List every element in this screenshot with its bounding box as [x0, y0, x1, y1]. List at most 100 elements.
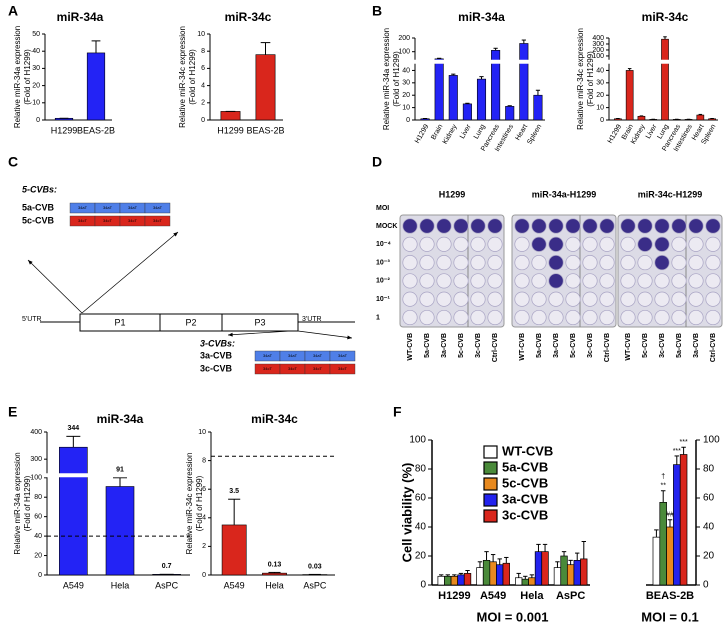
well: [620, 309, 636, 326]
construct-group-title: 5-CVBs:: [22, 184, 57, 194]
panel-label: E: [8, 404, 17, 420]
target-label: 34cT: [153, 218, 162, 223]
chart-title: miR-34c: [225, 10, 272, 24]
bar: [696, 114, 705, 121]
y-tick-label: 40: [415, 522, 427, 533]
y-tick-label: 6: [202, 486, 206, 493]
y-tick-label: 8: [202, 457, 206, 464]
x-tick-label: BEAS-2B: [646, 590, 694, 602]
well: [419, 218, 435, 234]
well: [565, 218, 581, 234]
well: [453, 255, 469, 271]
row-label: 10⁻³: [376, 259, 390, 266]
well: [654, 291, 670, 307]
x-tick-label: Hela: [265, 580, 284, 590]
y-axis-label: Relative miR-34a expression: [13, 26, 22, 128]
y-tick-label: 10: [198, 429, 206, 436]
x-tick-label: AsPC: [303, 580, 327, 590]
x-tick-label: H1299: [438, 590, 470, 602]
y-tick-label: 60: [415, 493, 427, 504]
well: [548, 291, 564, 307]
y-tick-label: 0: [600, 117, 604, 124]
genome-label: P2: [185, 317, 196, 327]
well: [620, 218, 636, 234]
y-tick-label: 0: [406, 117, 410, 124]
x-tick-label: Hela: [520, 590, 544, 602]
y-tick-label: 40: [32, 48, 40, 55]
bar: [505, 106, 515, 121]
well: [565, 236, 581, 252]
well: [688, 273, 704, 289]
column-label: WT-CVB: [407, 333, 414, 361]
y-tick-label: 100: [30, 475, 42, 482]
legend-swatch: [483, 461, 498, 475]
bar: [434, 58, 444, 121]
well: [487, 218, 503, 234]
y-axis-label: Cell viability (%): [399, 463, 414, 563]
target-box: [329, 363, 356, 375]
well: [402, 255, 418, 271]
data-label: 0.13: [268, 561, 282, 568]
well: [705, 273, 721, 289]
y-axis-label: (Fold of H1299): [23, 49, 32, 105]
well: [470, 309, 486, 326]
construct-label: 5a-CVB: [22, 202, 55, 212]
well: [514, 273, 530, 289]
target-label: 34aT: [128, 205, 138, 210]
bar: [489, 561, 497, 586]
y-tick-label: 100: [409, 435, 426, 446]
x-tick-label: A549: [63, 580, 84, 590]
bar: [482, 559, 491, 586]
y-tick-label: 400: [30, 429, 42, 436]
column-label: 5a-CVB: [536, 333, 543, 358]
well: [637, 255, 653, 271]
legend-swatch: [483, 509, 498, 523]
well: [654, 255, 670, 271]
bar: [625, 70, 634, 121]
group-label: MOI = 0.001: [477, 609, 549, 624]
well: [565, 291, 581, 307]
bar: [566, 564, 575, 586]
well: [582, 273, 598, 289]
bar: [673, 464, 681, 586]
y-tick-label: 2: [201, 100, 205, 107]
target-label: 34aT: [288, 353, 298, 358]
well: [453, 309, 469, 326]
y-axis-label: Relative miR-34a expression: [13, 452, 22, 554]
panel-label: A: [8, 3, 18, 19]
bar: [450, 575, 459, 586]
y-tick-label: 8: [201, 48, 205, 55]
well: [637, 218, 653, 234]
target-label: 34aT: [263, 353, 273, 358]
bar: [86, 52, 106, 121]
y-axis-label: (Fold of H1299): [188, 49, 197, 105]
well: [453, 273, 469, 289]
bar: [457, 574, 465, 586]
well: [705, 236, 721, 252]
chart-title: miR-34c: [642, 10, 689, 24]
legend-label: 5a-CVB: [502, 459, 548, 474]
y-tick-label: 40: [596, 67, 604, 74]
well: [487, 255, 503, 271]
well: [620, 236, 636, 252]
legend-swatch: [483, 445, 498, 459]
y-axis-label: Relative miR-34c expression: [178, 26, 187, 128]
construct-label: 5c-CVB: [22, 215, 55, 225]
bar: [262, 572, 287, 576]
column-label: 3a-CVB: [553, 333, 560, 358]
target-label: 34cT: [313, 366, 322, 371]
well: [514, 218, 530, 234]
y-tick-label: 4: [202, 515, 206, 522]
well: [487, 291, 503, 307]
x-tick-label: A549: [480, 590, 506, 602]
column-label: 3c-CVB: [475, 333, 482, 358]
well: [599, 236, 615, 252]
y-tick-label: 20: [402, 92, 410, 99]
well: [705, 309, 721, 326]
well: [582, 236, 598, 252]
arrow: [81, 231, 179, 314]
y-tick-label: 0: [38, 572, 42, 579]
bar: [444, 575, 452, 586]
well: [436, 291, 452, 307]
well: [548, 255, 564, 271]
